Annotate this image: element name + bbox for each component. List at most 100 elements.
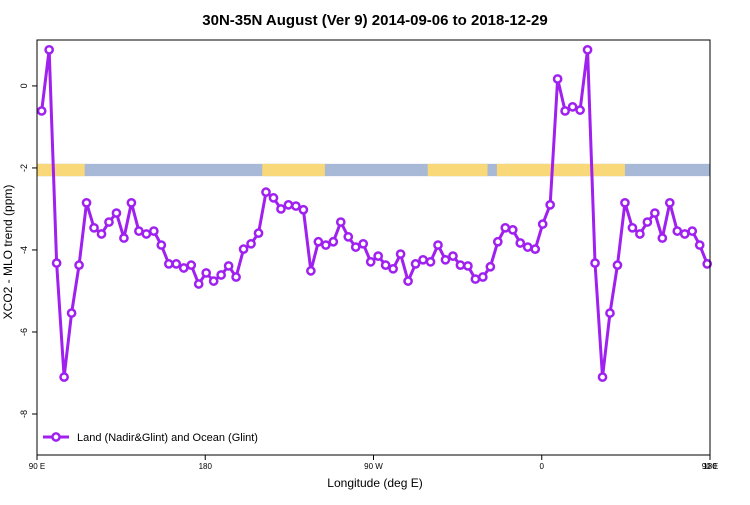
- land-band: [262, 163, 325, 177]
- data-point: [672, 226, 683, 236]
- data-point: [664, 197, 675, 208]
- data-point: [380, 260, 391, 270]
- data-point: [582, 44, 593, 55]
- data-point: [560, 106, 570, 116]
- x-tick-label: 180: [199, 462, 213, 471]
- data-point: [470, 274, 481, 284]
- y-tick-label: -4: [19, 246, 29, 254]
- data-point: [350, 242, 361, 252]
- data-point: [388, 263, 398, 274]
- data-point: [44, 44, 55, 55]
- data-point: [261, 187, 271, 197]
- y-tick-label: 0: [19, 83, 29, 88]
- data-point: [163, 259, 174, 269]
- data-point: [612, 260, 623, 270]
- y-tick-label: -8: [19, 410, 29, 418]
- y-tick-label: -2: [19, 164, 29, 172]
- data-point: [178, 263, 189, 273]
- data-point: [537, 219, 548, 229]
- data-point: [96, 229, 107, 239]
- data-point: [679, 229, 690, 239]
- data-point: [433, 240, 443, 250]
- data-point: [111, 208, 122, 218]
- data-point: [320, 240, 331, 250]
- x-tick-label: 90 W: [364, 462, 383, 471]
- data-point: [642, 217, 653, 227]
- data-point: [89, 222, 99, 233]
- plot-frame: [36, 39, 711, 456]
- data-point: [186, 260, 197, 270]
- data-point: [126, 197, 137, 208]
- data-point: [440, 254, 451, 265]
- data-point: [74, 260, 84, 270]
- data-point: [650, 208, 660, 218]
- data-point: [410, 259, 421, 269]
- data-point: [620, 197, 630, 208]
- data-point: [448, 251, 458, 261]
- data-point: [283, 200, 294, 210]
- data-point: [590, 258, 600, 268]
- data-point: [36, 106, 47, 116]
- data-point: [59, 372, 69, 382]
- data-point: [507, 225, 518, 235]
- data-point: [635, 229, 645, 239]
- data-point: [500, 222, 511, 233]
- series-line: [40, 49, 709, 378]
- land-band: [496, 163, 625, 177]
- data-point: [403, 276, 413, 286]
- data-point: [530, 244, 541, 254]
- data-point: [418, 254, 428, 265]
- land-band: [37, 163, 85, 177]
- x-tick-label: 90 E: [702, 462, 718, 471]
- y-axis-label: XCO2 - MLO trend (ppm): [1, 185, 15, 320]
- data-point: [597, 372, 608, 382]
- data-point: [515, 238, 526, 248]
- data-point: [193, 279, 204, 289]
- data-point: [51, 258, 62, 268]
- data-point: [395, 249, 406, 259]
- data-point: [335, 217, 346, 227]
- data-point: [306, 266, 316, 276]
- data-point: [545, 200, 556, 210]
- data-point: [134, 226, 144, 236]
- data-point: [268, 193, 279, 203]
- data-point: [66, 308, 77, 318]
- data-point: [291, 201, 301, 211]
- data-point: [522, 242, 533, 252]
- x-tick-label: 0: [540, 462, 545, 471]
- data-point: [276, 204, 286, 214]
- data-point: [657, 233, 668, 243]
- data-point: [238, 244, 249, 254]
- data-point: [455, 260, 466, 270]
- data-point: [156, 240, 167, 250]
- data-point: [373, 251, 384, 261]
- data-point: [687, 226, 698, 236]
- chart-title: 30N-35N August (Ver 9) 2014-09-06 to 201…: [202, 12, 547, 29]
- data-point: [605, 308, 615, 318]
- data-point: [627, 222, 638, 233]
- data-point: [201, 268, 212, 278]
- data-point: [223, 261, 234, 271]
- data-point: [478, 272, 488, 282]
- data-point: [425, 257, 436, 267]
- data-point: [119, 233, 129, 243]
- data-point: [298, 204, 309, 215]
- data-point: [208, 276, 219, 286]
- x-tick-label: 90 E: [29, 462, 45, 471]
- legend-label: Land (Nadir&Glint) and Ocean (Glint): [77, 432, 258, 444]
- x-axis-label: Longitude (deg E): [327, 476, 422, 490]
- data-point: [575, 105, 585, 115]
- data-point: [567, 101, 578, 112]
- data-point: [694, 240, 705, 250]
- data-point: [141, 229, 152, 239]
- data-point: [246, 238, 256, 249]
- data-point: [171, 259, 182, 269]
- legend-marker: [51, 432, 61, 442]
- land-band: [427, 163, 488, 177]
- data-point: [702, 259, 713, 269]
- data-point: [358, 238, 369, 249]
- data-point: [485, 261, 496, 272]
- data-point: [463, 261, 473, 271]
- data-point: [104, 217, 114, 227]
